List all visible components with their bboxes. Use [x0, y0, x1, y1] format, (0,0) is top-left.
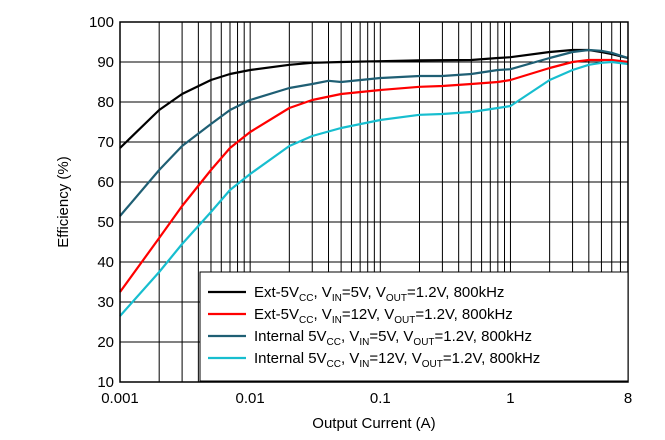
x-axis-ticks: 0.001 0.01 0.1 1 8 — [101, 390, 632, 407]
series-line-4 — [119, 60, 629, 317]
y-tick-label: 40 — [97, 254, 114, 271]
legend-entry: Internal 5VCC, VIN=12V, VOUT=1.2V, 800kH… — [254, 350, 540, 370]
y-tick-label: 70 — [97, 134, 114, 151]
x-tick-label: 0.001 — [101, 390, 139, 407]
legend-box — [199, 271, 629, 382]
x-tick-label: 0.1 — [370, 390, 391, 407]
y-tick-label: 30 — [97, 294, 114, 311]
x-tick-label: 1 — [506, 390, 514, 407]
y-tick-label: 20 — [97, 334, 114, 351]
x-tick-label: 8 — [624, 390, 632, 407]
y-tick-label: 80 — [97, 94, 114, 111]
legend-entry: Ext-5VCC, VIN=5V, VOUT=1.2V, 800kHz — [254, 284, 504, 304]
series-line-3 — [119, 48, 629, 217]
legend: Ext-5VCC, VIN=5V, VOUT=1.2V, 800kHzExt-5… — [199, 271, 629, 382]
legend-entry: Ext-5VCC, VIN=12V, VOUT=1.2V, 800kHz — [254, 306, 513, 326]
legend-entry: Internal 5VCC, VIN=5V, VOUT=1.2V, 800kHz — [254, 328, 532, 348]
plot-frame — [119, 21, 629, 383]
y-axis-ticks: 10 20 30 40 50 60 70 80 90 100 — [89, 14, 114, 391]
y-axis-label: Efficiency (%) — [55, 156, 72, 247]
y-tick-label: 10 — [97, 374, 114, 391]
series-line-2 — [119, 58, 629, 293]
y-tick-label: 50 — [97, 214, 114, 231]
x-tick-label: 0.01 — [236, 390, 265, 407]
x-axis-label: Output Current (A) — [312, 415, 435, 432]
series-lines — [119, 48, 629, 317]
y-tick-label: 60 — [97, 174, 114, 191]
y-tick-label: 90 — [97, 54, 114, 71]
y-tick-label: 100 — [89, 14, 114, 31]
